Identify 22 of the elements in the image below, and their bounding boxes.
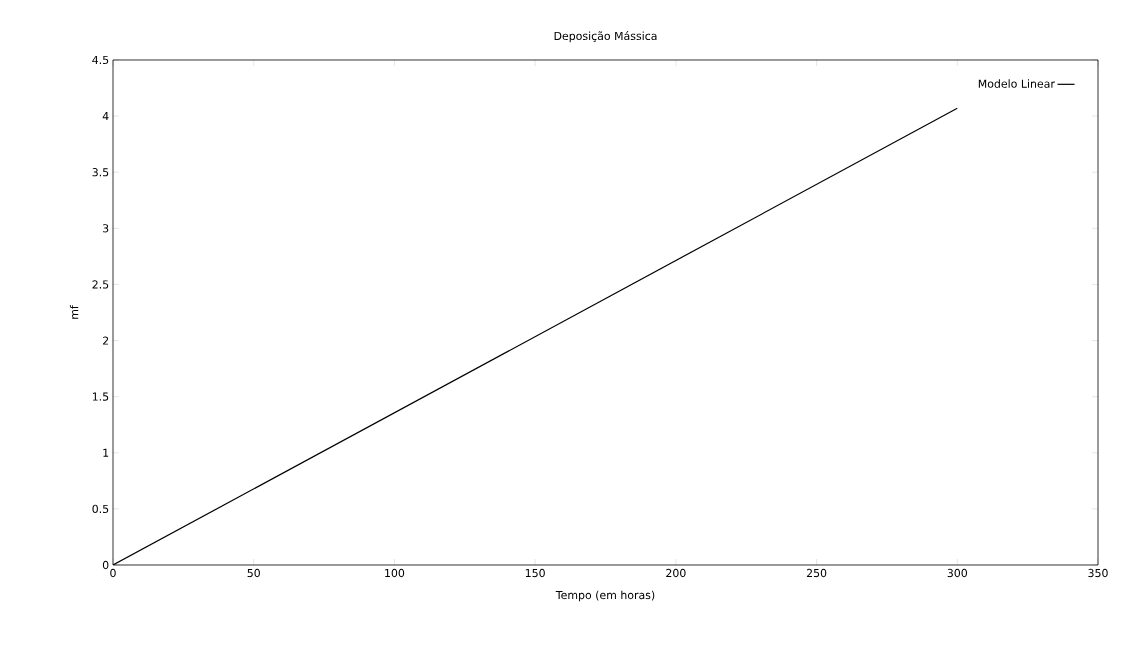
y-axis-title: mf (69, 305, 79, 319)
x-tick-label: 150 (525, 568, 545, 578)
y-tick-label: 0 (102, 560, 109, 570)
x-tick-label: 350 (1088, 568, 1108, 578)
x-tick-label: 250 (806, 568, 827, 578)
chart-title: Deposição Mássica (554, 31, 657, 43)
y-tick-label: 4 (102, 112, 109, 121)
y-tick-label: 3.5 (92, 168, 109, 177)
x-axis-title: Tempo (em horas) (555, 590, 655, 602)
y-tick-label: 4.5 (92, 55, 109, 65)
x-tick-label: 50 (247, 568, 260, 578)
y-tick-label: 0.5 (92, 504, 109, 514)
y-tick-label: 1 (103, 448, 109, 457)
y-tick-label: 2.5 (92, 280, 109, 289)
y-tick-label: 3 (103, 224, 109, 233)
x-tick-label: 300 (947, 568, 968, 578)
legend-label: Modelo Linear (978, 79, 1055, 88)
y-tick-label: 2 (102, 336, 109, 345)
x-tick-label: 100 (385, 568, 405, 578)
y-tick-label: 1.5 (92, 392, 109, 401)
x-tick-label: 0 (110, 568, 116, 578)
x-tick-label: 200 (666, 568, 686, 578)
